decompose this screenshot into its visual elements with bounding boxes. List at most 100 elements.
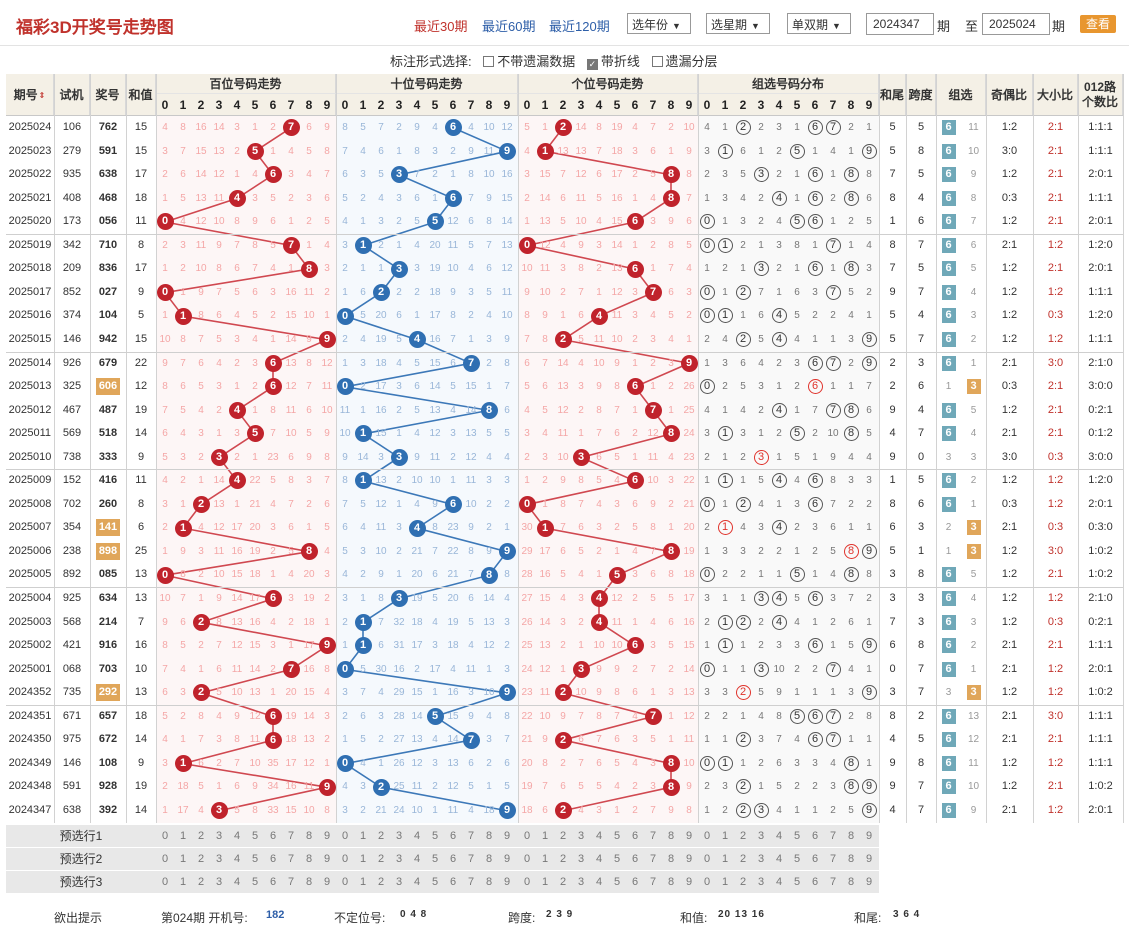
preselect-digit[interactable]: 0 — [161, 875, 169, 888]
preselect-digit[interactable]: 2 — [377, 829, 385, 842]
preselect-digit[interactable]: 1 — [541, 852, 549, 865]
preselect-digit[interactable]: 4 — [775, 875, 783, 888]
preselect-digit[interactable]: 5 — [793, 852, 801, 865]
preselect-digit[interactable]: 3 — [577, 852, 585, 865]
preselect-digit[interactable]: 4 — [595, 875, 603, 888]
polyline-checkbox[interactable]: ✓ — [586, 59, 598, 70]
preselect-digit[interactable]: 5 — [793, 875, 801, 888]
preselect-digit[interactable]: 2 — [739, 875, 747, 888]
preselect-digit[interactable]: 4 — [775, 852, 783, 865]
preselect-digit[interactable]: 4 — [413, 829, 421, 842]
preselect-digit[interactable]: 5 — [431, 852, 439, 865]
preselect-digit[interactable]: 1 — [359, 829, 367, 842]
preselect-digit[interactable]: 8 — [667, 875, 675, 888]
preselect-digit[interactable]: 0 — [341, 852, 349, 865]
preselect-digit[interactable]: 2 — [559, 875, 567, 888]
preselect-digit[interactable]: 7 — [287, 829, 295, 842]
preselect-digit[interactable]: 2 — [559, 852, 567, 865]
no-miss-data-checkbox[interactable] — [483, 56, 495, 67]
preselect-digit[interactable]: 5 — [431, 875, 439, 888]
preselect-digit[interactable]: 1 — [179, 829, 187, 842]
preselect-digit[interactable]: 4 — [413, 852, 421, 865]
preselect-digit[interactable]: 6 — [269, 875, 277, 888]
preselect-digit[interactable]: 2 — [739, 829, 747, 842]
preselect-digit[interactable]: 8 — [485, 875, 493, 888]
preselect-digit[interactable]: 8 — [847, 875, 855, 888]
preselect-digit[interactable]: 0 — [703, 852, 711, 865]
preselect-digit[interactable]: 3 — [757, 829, 765, 842]
range-120-link[interactable]: 最近120期 — [549, 19, 610, 34]
preselect-digit[interactable]: 8 — [667, 829, 675, 842]
preselect-digit[interactable]: 8 — [485, 829, 493, 842]
preselect-digit[interactable]: 7 — [287, 852, 295, 865]
from-issue-input[interactable]: 2024347 — [866, 13, 934, 35]
preselect-digit[interactable]: 7 — [467, 875, 475, 888]
preselect-digit[interactable]: 9 — [323, 875, 331, 888]
preselect-digit[interactable]: 7 — [649, 829, 657, 842]
preselect-digit[interactable]: 5 — [251, 875, 259, 888]
odd-even-issue-select[interactable]: 单双期 ▼ — [787, 13, 851, 34]
preselect-digit[interactable]: 4 — [775, 829, 783, 842]
preselect-digit[interactable]: 3 — [757, 852, 765, 865]
preselect-digit[interactable]: 3 — [577, 875, 585, 888]
miss-layer-checkbox[interactable] — [651, 56, 663, 67]
preselect-digit[interactable]: 1 — [541, 875, 549, 888]
preselect-digit[interactable]: 2 — [377, 875, 385, 888]
preselect-row[interactable] — [6, 870, 879, 894]
range-30-link[interactable]: 最近30期 — [414, 19, 468, 34]
preselect-digit[interactable]: 7 — [467, 829, 475, 842]
preselect-digit[interactable]: 5 — [793, 829, 801, 842]
preselect-digit[interactable]: 3 — [395, 875, 403, 888]
preselect-digit[interactable]: 6 — [811, 852, 819, 865]
preselect-digit[interactable]: 1 — [359, 875, 367, 888]
preselect-digit[interactable]: 3 — [215, 829, 223, 842]
preselect-digit[interactable]: 7 — [467, 852, 475, 865]
preselect-digit[interactable]: 6 — [631, 829, 639, 842]
preselect-digit[interactable]: 9 — [685, 829, 693, 842]
preselect-digit[interactable]: 1 — [541, 829, 549, 842]
preselect-digit[interactable]: 8 — [305, 852, 313, 865]
preselect-digit[interactable]: 6 — [269, 852, 277, 865]
preselect-digit[interactable]: 8 — [485, 852, 493, 865]
preselect-digit[interactable]: 1 — [179, 852, 187, 865]
preselect-digit[interactable]: 9 — [323, 852, 331, 865]
preselect-digit[interactable]: 6 — [631, 852, 639, 865]
preselect-digit[interactable]: 8 — [305, 829, 313, 842]
preselect-digit[interactable]: 7 — [829, 875, 837, 888]
preselect-digit[interactable]: 5 — [613, 875, 621, 888]
preselect-digit[interactable]: 6 — [811, 829, 819, 842]
preselect-digit[interactable]: 2 — [377, 852, 385, 865]
preselect-digit[interactable]: 3 — [215, 852, 223, 865]
preselect-digit[interactable]: 5 — [613, 852, 621, 865]
to-issue-input[interactable]: 2025024 — [982, 13, 1050, 35]
preselect-row[interactable] — [6, 824, 879, 848]
preselect-digit[interactable]: 4 — [233, 852, 241, 865]
preselect-digit[interactable]: 9 — [865, 875, 873, 888]
preselect-digit[interactable]: 6 — [811, 875, 819, 888]
preselect-digit[interactable]: 4 — [595, 852, 603, 865]
preselect-digit[interactable]: 6 — [449, 852, 457, 865]
preselect-digit[interactable]: 5 — [251, 852, 259, 865]
issue-header[interactable]: 期号 ⇕ — [6, 74, 54, 116]
preselect-digit[interactable]: 6 — [631, 875, 639, 888]
preselect-digit[interactable]: 1 — [721, 875, 729, 888]
preselect-digit[interactable]: 7 — [829, 829, 837, 842]
preselect-digit[interactable]: 8 — [305, 875, 313, 888]
preselect-digit[interactable]: 2 — [197, 852, 205, 865]
preselect-digit[interactable]: 8 — [667, 852, 675, 865]
preselect-digit[interactable]: 7 — [649, 852, 657, 865]
weekday-select[interactable]: 选星期 ▼ — [706, 13, 770, 34]
preselect-digit[interactable]: 1 — [721, 852, 729, 865]
preselect-digit[interactable]: 3 — [395, 852, 403, 865]
preselect-digit[interactable]: 9 — [323, 829, 331, 842]
preselect-digit[interactable]: 4 — [233, 875, 241, 888]
preselect-digit[interactable]: 4 — [413, 875, 421, 888]
preselect-digit[interactable]: 2 — [197, 829, 205, 842]
preselect-digit[interactable]: 0 — [161, 829, 169, 842]
range-60-link[interactable]: 最近60期 — [482, 19, 536, 34]
preselect-digit[interactable]: 1 — [179, 875, 187, 888]
preselect-digit[interactable]: 3 — [757, 875, 765, 888]
preselect-digit[interactable]: 5 — [431, 829, 439, 842]
preselect-digit[interactable]: 9 — [503, 875, 511, 888]
preselect-digit[interactable]: 9 — [685, 875, 693, 888]
